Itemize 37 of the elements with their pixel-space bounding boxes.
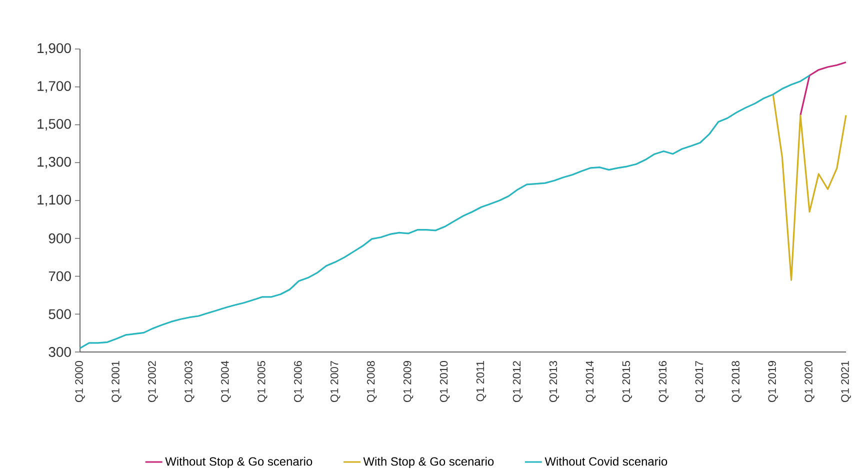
line-series: [79, 74, 810, 350]
x-tick-label: Q1 2005: [258, 361, 268, 402]
y-tick-label: 1,500: [38, 118, 71, 131]
y-tick-label: 1,700: [38, 81, 71, 93]
legend-label: Without Stop & Go scenario: [165, 456, 312, 468]
x-tick-label: Q1 2020: [804, 360, 814, 402]
x-tick-label: Q1 2014: [586, 360, 596, 402]
x-tick-label: Q1 2004: [221, 360, 231, 402]
y-tick-label: 700: [48, 271, 71, 282]
x-tick-label: Q1 2016: [658, 361, 668, 402]
x-tick-label: Q1 2012: [512, 361, 523, 402]
x-tick-label: Q1 2002: [148, 361, 158, 402]
legend-label: With Stop & Go scenario: [363, 456, 494, 468]
y-tick-label: 500: [48, 309, 71, 320]
y-tick-label: 1,900: [38, 43, 71, 55]
x-tick-label: Q1 2001: [112, 361, 122, 402]
x-tick-label: Q1 2008: [366, 361, 377, 402]
line-series: [772, 94, 847, 281]
x-tick-label: Q1 2003: [184, 361, 194, 402]
x-tick-label: Q1 2010: [440, 360, 450, 402]
x-tick-label: Q1 2013: [549, 361, 560, 402]
x-tick-label: Q1 2015: [622, 361, 632, 402]
y-tick-label: 300: [48, 347, 71, 357]
x-tick-label: Q1 2018: [732, 361, 742, 402]
x-tick-label: Q1 2021: [841, 361, 851, 402]
x-tick-label: Q1 2007: [330, 361, 340, 402]
x-tick-label: Q1 2017: [695, 361, 705, 402]
legend-label: Without Covid scenario: [544, 456, 668, 466]
y-tick-label: 900: [48, 233, 71, 244]
x-tick-label: Q1 2000: [75, 360, 85, 402]
x-tick-label: Q1 2011: [476, 361, 486, 402]
x-tick-label: Q1 2019: [768, 361, 778, 402]
x-tick-label: Q1 2009: [403, 361, 414, 402]
line-series: [800, 61, 847, 116]
y-tick-label: 1,300: [38, 156, 71, 168]
y-tick-label: 1,100: [38, 194, 71, 206]
x-tick-label: Q1 2006: [294, 361, 304, 402]
